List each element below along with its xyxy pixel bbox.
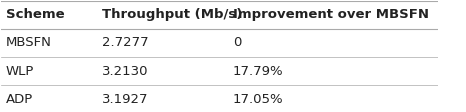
Text: 17.79%: 17.79%	[233, 65, 284, 78]
Text: MBSFN: MBSFN	[6, 36, 52, 49]
Text: WLP: WLP	[6, 65, 34, 78]
Text: Scheme: Scheme	[6, 8, 64, 21]
Text: 0: 0	[233, 36, 241, 49]
Text: 2.7277: 2.7277	[102, 36, 149, 49]
Text: 3.1927: 3.1927	[102, 93, 148, 106]
Text: Throughput (Mb/s): Throughput (Mb/s)	[102, 8, 242, 21]
Text: Improvement over MBSFN: Improvement over MBSFN	[233, 8, 429, 21]
Text: 3.2130: 3.2130	[102, 65, 148, 78]
Text: 17.05%: 17.05%	[233, 93, 284, 106]
Text: ADP: ADP	[6, 93, 33, 106]
